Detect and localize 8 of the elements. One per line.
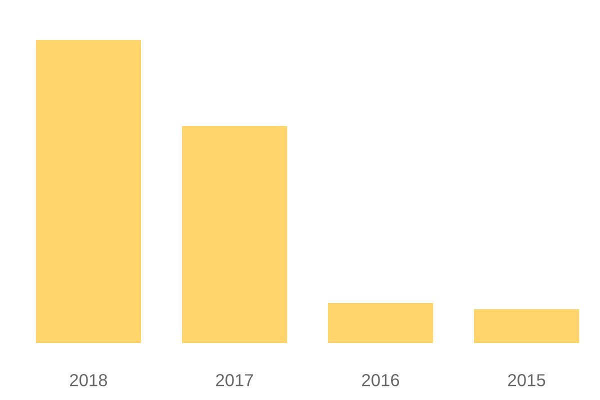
x-tick-label: 2018 <box>70 374 108 386</box>
bar <box>328 303 434 343</box>
x-tick-label: 2017 <box>216 374 253 386</box>
bar <box>36 40 142 343</box>
x-tick-label: 2016 <box>362 374 400 386</box>
bar <box>182 126 288 343</box>
x-tick-label: 2015 <box>508 374 546 386</box>
bar <box>474 309 580 343</box>
